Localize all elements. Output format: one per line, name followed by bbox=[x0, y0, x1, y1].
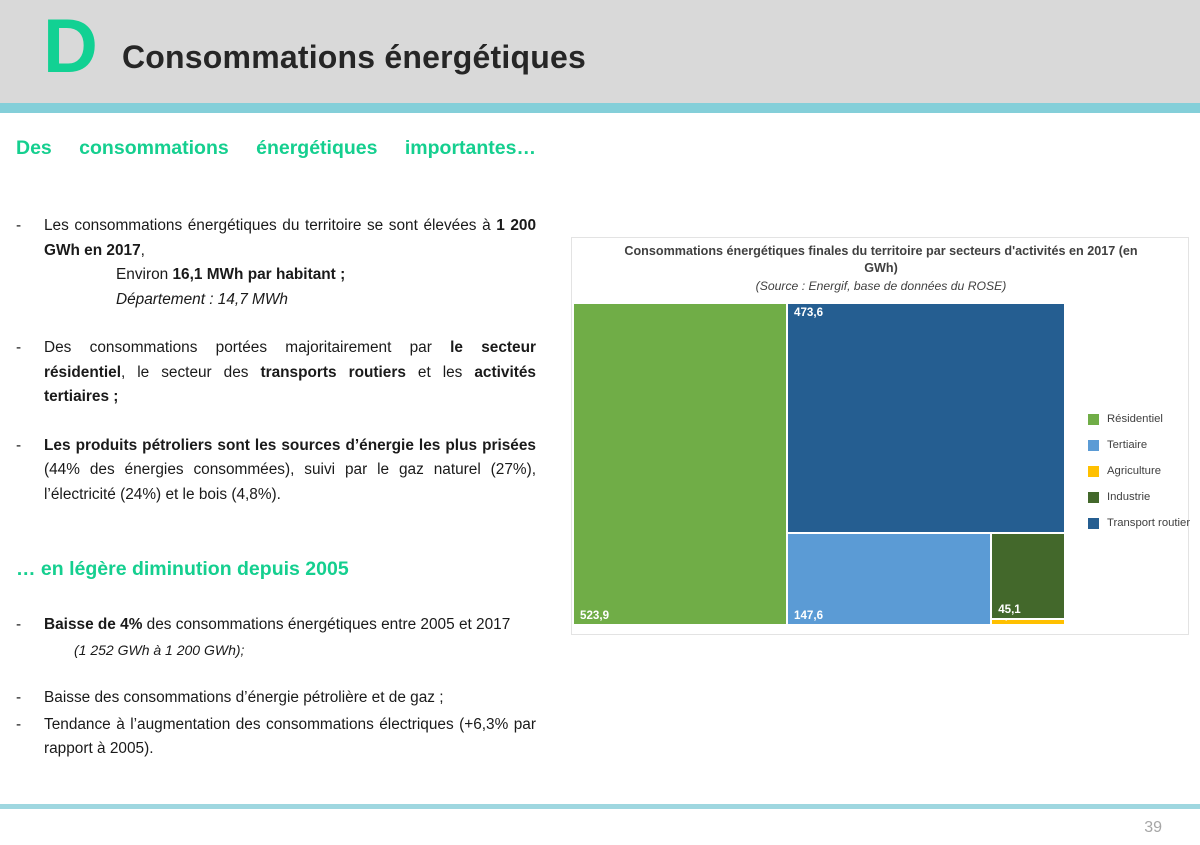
bullet-4-text-b: des consommations énergétiques entre 200… bbox=[142, 616, 511, 633]
treemap-chart: 523,9 473,6 147,6 45,1 9,7 bbox=[573, 303, 1065, 625]
bullet-text: Baisse des consommations d’énergie pétro… bbox=[44, 689, 444, 706]
bullet-4-sub: (1 252 GWh à 1 200 GWh); bbox=[74, 641, 245, 658]
legend-label: Transport routier bbox=[1107, 517, 1191, 529]
bullet-1-sub-2: Département : 14,7 MWh bbox=[116, 290, 288, 308]
bullet-1-sub-1: Environ 16,1 MWh par habitant ; bbox=[44, 263, 536, 288]
bullet-item-6: - Tendance à l’augmentation des consomma… bbox=[16, 713, 536, 762]
bullet-text: Les consommations énergétiques du territ… bbox=[44, 214, 536, 312]
legend-label: Résidentiel bbox=[1107, 413, 1163, 425]
bullet-2-text-e: et les bbox=[405, 363, 475, 381]
chart-title: Consommations énergétiques finales du te… bbox=[624, 244, 1138, 275]
treemap-tile-transport-routier: 473,6 bbox=[787, 303, 1065, 534]
legend-label: Industrie bbox=[1107, 491, 1151, 503]
legend-item-tertiaire: Tertiaire bbox=[1088, 432, 1192, 458]
section-heading-1: Des consommations énergétiques important… bbox=[16, 137, 536, 159]
bullet-dash: - bbox=[16, 715, 22, 733]
bullet-dash: - bbox=[16, 689, 22, 706]
bullet-text: Baisse de 4% des consommations énergétiq… bbox=[44, 613, 536, 662]
treemap-value-label: 45,1 bbox=[998, 602, 1021, 616]
spacer bbox=[16, 200, 536, 214]
treemap-tile-résidentiel: 523,9 bbox=[573, 303, 788, 625]
bullet-1-text-a: Les consommations énergétiques du territ… bbox=[44, 217, 497, 234]
spacer bbox=[16, 412, 536, 434]
spacer bbox=[16, 664, 536, 686]
treemap-tile-tertiaire: 147,6 bbox=[787, 533, 992, 625]
treemap-value-label: 473,6 bbox=[794, 306, 824, 319]
bullet-1-text-c: , bbox=[140, 241, 145, 259]
bullet-item-4: - Baisse de 4% des consommations énergét… bbox=[16, 613, 536, 662]
bullet-text: Les produits pétroliers sont les sources… bbox=[44, 434, 536, 508]
chart-source-note: (Source : Energif, base de données du RO… bbox=[755, 279, 1007, 293]
bullet-item-3: - Les produits pétroliers sont les sourc… bbox=[16, 434, 536, 508]
bullet-4-bold-baisse: Baisse de 4% bbox=[44, 616, 143, 633]
legend-swatch-icon bbox=[1088, 491, 1099, 503]
footer-rule bbox=[0, 804, 1200, 809]
treemap-value-label: 523,9 bbox=[580, 609, 610, 622]
spacer bbox=[16, 314, 536, 336]
bullet-2-bold-transports: transports routiers bbox=[260, 363, 406, 381]
bullet-dash: - bbox=[16, 217, 22, 234]
bullet-text: Des consommations portées majoritairemen… bbox=[44, 336, 536, 410]
legend-label: Agriculture bbox=[1107, 465, 1161, 477]
legend-swatch-icon bbox=[1088, 439, 1099, 451]
legend-item-transport-routier: Transport routier bbox=[1088, 510, 1192, 536]
bullet-3-text-b: (44% des énergies consommées), suivi par… bbox=[44, 461, 536, 503]
section-letter: D bbox=[43, 4, 98, 89]
bullet-2-bold-tertiaires: activités tertiaires ; bbox=[44, 363, 536, 406]
left-content-column: Des consommations énergétiques important… bbox=[16, 132, 536, 764]
legend-item-agriculture: Agriculture bbox=[1088, 458, 1192, 484]
bullet-2-text-c: , le secteur des bbox=[120, 363, 261, 381]
treemap-value-label: 9,7 bbox=[998, 620, 1014, 622]
bullet-3-bold-petroliers: Les produits pétroliers sont les sources… bbox=[44, 436, 536, 454]
legend-swatch-icon bbox=[1088, 413, 1099, 425]
bullet-2-bold-residentiel: le secteur résidentiel bbox=[44, 339, 536, 381]
bullet-item-5: - Baisse des consommations d’énergie pét… bbox=[16, 686, 536, 711]
chart-panel: Consommations énergétiques finales du te… bbox=[571, 237, 1192, 635]
sub-1-text-a: Environ bbox=[116, 266, 173, 283]
treemap-value-label: 147,6 bbox=[794, 608, 824, 622]
header-accent-bar bbox=[0, 103, 1200, 113]
bullet-text: Tendance à l’augmentation des consommati… bbox=[44, 715, 536, 758]
bullet-item-2: - Des consommations portées majoritairem… bbox=[16, 336, 536, 410]
header-band bbox=[0, 0, 1200, 103]
legend-item-industrie: Industrie bbox=[1088, 484, 1192, 510]
bullet-dash: - bbox=[16, 339, 22, 356]
bullet-dash: - bbox=[16, 616, 22, 633]
page-title: Consommations énergétiques bbox=[122, 39, 586, 75]
spacer bbox=[16, 589, 536, 613]
bullet-2-text-a: Des consommations portées majoritairemen… bbox=[44, 339, 451, 356]
spacer bbox=[16, 509, 536, 553]
bullet-1-bold-1200gwh: 1 200 GWh en 2017 bbox=[44, 217, 537, 259]
treemap-tile-industrie: 45,1 bbox=[991, 533, 1065, 619]
legend-swatch-icon bbox=[1088, 517, 1099, 529]
legend-item-résidentiel: Résidentiel bbox=[1088, 406, 1192, 432]
page-number: 39 bbox=[1144, 819, 1162, 836]
section-heading-2: … en légère diminution depuis 2005 bbox=[16, 558, 349, 580]
bullet-item-1: - Les consommations énergétiques du terr… bbox=[16, 214, 536, 312]
chart-legend: Résidentiel Tertiaire Agriculture Industrie… bbox=[1088, 406, 1192, 536]
legend-swatch-icon bbox=[1088, 465, 1099, 477]
sub-1-bold: 16,1 MWh par habitant ; bbox=[172, 266, 346, 283]
treemap-tile-agriculture: 9,7 bbox=[991, 618, 1065, 625]
bullet-dash: - bbox=[16, 436, 22, 454]
legend-label: Tertiaire bbox=[1107, 439, 1148, 451]
